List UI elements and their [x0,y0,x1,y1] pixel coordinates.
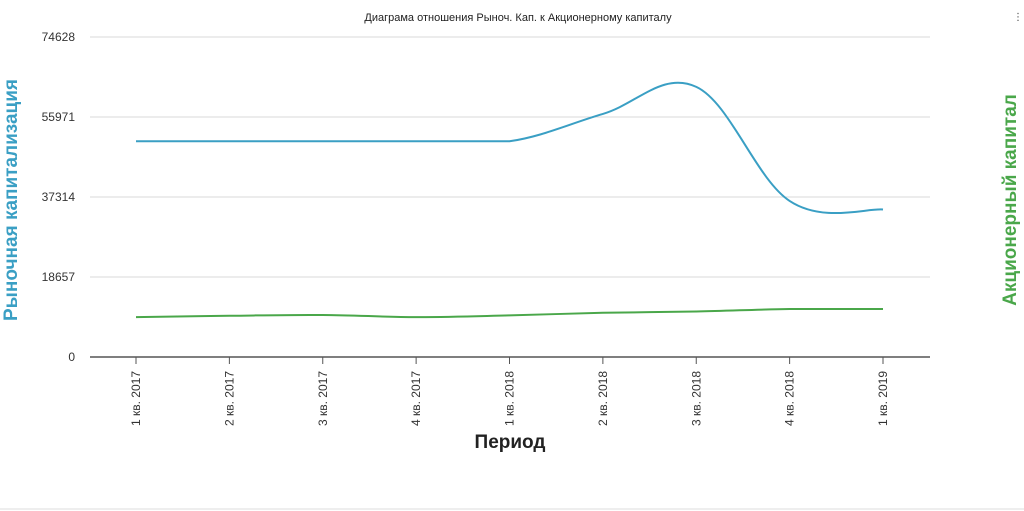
x-tick-label: 2 кв. 2017 [222,371,236,426]
y-tick-label: 18657 [42,270,76,284]
series-line-1 [136,81,884,215]
y-tick-label: 37314 [42,190,76,204]
y-axis-ticks: 0 18657 37314 55971 74628 [42,30,76,364]
y-axis-title: Рыночная капитализация [1,79,22,321]
y2-axis-title: Акционерный капитал [1000,94,1021,306]
x-tick-label: 4 кв. 2018 [783,371,797,426]
menu-icon[interactable]: ⋮ [1013,12,1023,23]
x-axis-title: Период [475,432,546,453]
gridlines [90,36,930,278]
x-tick-label: 4 кв. 2017 [409,371,423,426]
x-tick-label: 2 кв. 2018 [596,371,610,426]
y-tick-label: 74628 [42,30,76,44]
x-tick-label: 1 кв. 2018 [503,371,517,426]
series-lines [135,81,884,319]
y-tick-label: 0 [68,350,75,364]
x-tick-label: 3 кв. 2018 [689,371,703,426]
y-tick-label: 55971 [42,110,76,124]
series-line-2 [135,307,883,319]
chart-title: Диаграма отношения Рыноч. Кап. к Акционе… [364,12,672,24]
x-tick-label: 3 кв. 2017 [316,371,330,426]
x-tick-label: 1 кв. 2017 [129,371,143,426]
x-tick-label: 1 кв. 2019 [876,371,890,426]
x-axis-ticks: 1 кв. 2017 2 кв. 2017 3 кв. 2017 4 кв. 2017… [129,357,890,426]
